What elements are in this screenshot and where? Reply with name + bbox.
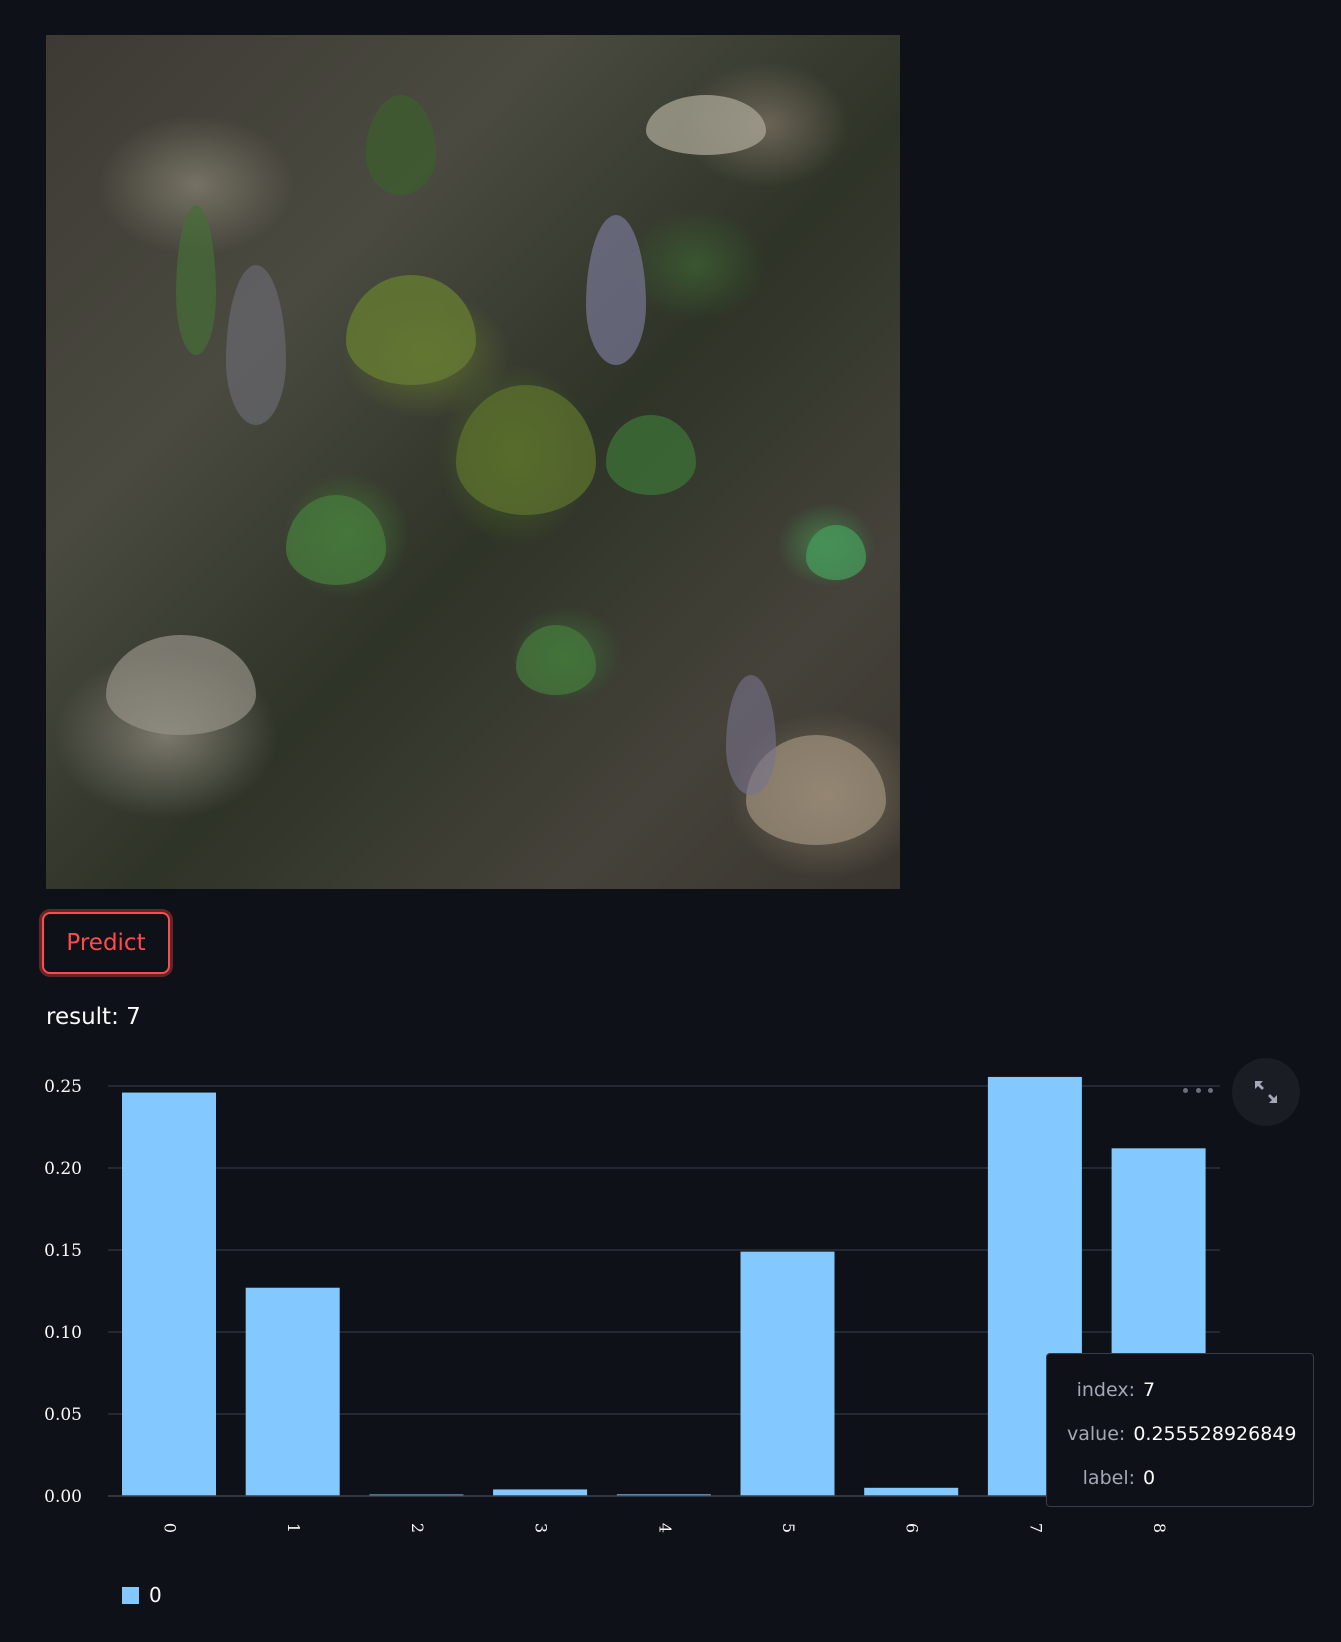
y-tick-label: 0.10 <box>44 1323 82 1343</box>
x-tick-label: 4 <box>655 1523 674 1533</box>
tooltip-value: 7 <box>1143 1379 1156 1401</box>
leaf-shape <box>646 95 766 155</box>
leaf-shape <box>346 275 476 385</box>
x-tick-label: 1 <box>284 1523 303 1533</box>
tooltip-key: value: <box>1067 1423 1126 1445</box>
legend-swatch <box>122 1586 139 1604</box>
leaf-shape <box>226 265 286 425</box>
tooltip-key: label: <box>1082 1467 1135 1489</box>
y-tick-label: 0.00 <box>44 1487 82 1507</box>
chart-legend: 0 <box>122 1583 162 1607</box>
x-tick-label: 5 <box>779 1523 798 1533</box>
bar-4[interactable] <box>616 1494 711 1496</box>
y-tick-label: 0.20 <box>44 1159 82 1179</box>
leaf-shape <box>286 495 386 585</box>
tooltip-key: index: <box>1076 1379 1135 1401</box>
bar-6[interactable] <box>864 1487 959 1496</box>
x-tick-label: 7 <box>1026 1523 1045 1533</box>
x-tick-label: 0 <box>161 1523 180 1533</box>
x-tick-label: 6 <box>903 1523 922 1533</box>
x-tick-label: 2 <box>408 1523 427 1533</box>
leaf-shape <box>606 415 696 495</box>
chart-tooltip: index: 7 value: 0.255528926849 label: 0 <box>1046 1353 1314 1507</box>
y-tick-label: 0.15 <box>44 1241 82 1261</box>
bar-5[interactable] <box>740 1251 835 1496</box>
y-tick-label: 0.25 <box>44 1077 82 1097</box>
x-tick-label: 3 <box>532 1523 551 1533</box>
leaf-shape <box>176 205 216 355</box>
legend-label: 0 <box>149 1583 162 1607</box>
leaf-shape <box>456 385 596 515</box>
predict-button[interactable]: Predict <box>42 912 170 974</box>
uploaded-plant-image <box>46 35 900 889</box>
y-tick-label: 0.05 <box>44 1405 82 1425</box>
result-text: result: 7 <box>46 1004 141 1030</box>
tooltip-value: 0 <box>1143 1467 1156 1489</box>
leaf-shape <box>366 95 436 195</box>
leaf-shape <box>806 525 866 580</box>
more-horizontal-icon[interactable] <box>1183 1080 1213 1100</box>
tooltip-row-index: index: 7 <box>1067 1368 1293 1412</box>
expand-button[interactable] <box>1232 1058 1300 1126</box>
expand-icon <box>1255 1081 1277 1103</box>
tooltip-value: 0.255528926849 <box>1133 1423 1297 1445</box>
leaf-shape <box>726 675 776 795</box>
tooltip-row-label: label: 0 <box>1067 1456 1293 1500</box>
bar-3[interactable] <box>493 1489 588 1496</box>
x-tick-label: 8 <box>1150 1523 1169 1533</box>
bar-0[interactable] <box>122 1092 216 1496</box>
leaf-shape <box>516 625 596 695</box>
tooltip-row-value: value: 0.255528926849 <box>1067 1412 1297 1456</box>
leaf-shape <box>106 635 256 735</box>
bar-1[interactable] <box>245 1287 340 1496</box>
leaf-shape <box>586 215 646 365</box>
